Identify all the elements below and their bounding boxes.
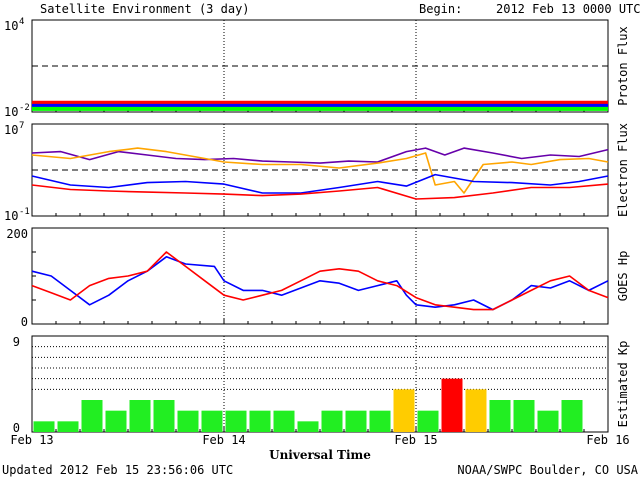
hp-frame xyxy=(31,227,609,325)
y-tick-label: 10 xyxy=(4,19,18,33)
electron-axis-label: Electron Flux xyxy=(616,123,630,217)
y-tick-exponent: -1 xyxy=(19,207,30,217)
kp-bar xyxy=(129,400,151,432)
y-tick-label: 0 xyxy=(21,315,28,329)
source-credit: NOAA/SWPC Boulder, CO USA xyxy=(457,463,638,477)
proton-axis-label: Proton Flux xyxy=(616,26,630,105)
y-tick-label: 200 xyxy=(6,227,28,241)
kp-bar xyxy=(345,410,367,432)
x-axis-title: Universal Time xyxy=(269,448,371,462)
chart-title: Satellite Environment (3 day) xyxy=(40,2,250,16)
y-tick-label: 0 xyxy=(13,421,20,435)
y-tick-label: 10 xyxy=(4,105,18,119)
hp-axis-label: GOES Hp xyxy=(616,251,630,302)
electron-frame xyxy=(31,123,609,217)
y-tick-exponent: -2 xyxy=(19,103,30,113)
kp-bar xyxy=(417,410,439,432)
x-tick-label: Feb 15 xyxy=(394,433,437,447)
blue-series-line xyxy=(31,256,609,311)
orange-series-line xyxy=(31,147,609,194)
y-tick-label: 9 xyxy=(13,335,20,349)
kp-axis-label: Estimated Kp xyxy=(616,341,630,428)
begin-date: 2012 Feb 13 0000 UTC xyxy=(496,2,640,16)
kp-bar xyxy=(57,421,79,432)
chart-footer: Updated 2012 Feb 15 23:56:06 UTC NOAA/SW… xyxy=(2,463,639,477)
red-series-line xyxy=(31,251,609,311)
y-tick-exponent: 7 xyxy=(19,121,24,131)
chart-header: Satellite Environment (3 day) Begin: 201… xyxy=(40,2,640,16)
hp-panel: 200 0 GOES Hp xyxy=(6,227,630,329)
electron-panel: 10 710 -1 Electron Flux xyxy=(4,121,630,223)
kp-bar xyxy=(441,378,463,432)
y-tick-exponent: 4 xyxy=(19,17,24,27)
begin-label: Begin: xyxy=(419,2,462,16)
x-axis: Feb 13 Feb 14 Feb 15 Feb 16 Universal Ti… xyxy=(10,433,629,462)
kp-bar xyxy=(249,410,271,432)
blue-series-line xyxy=(31,173,609,194)
purple-series-line xyxy=(31,147,609,164)
kp-bar xyxy=(465,389,487,432)
kp-bar xyxy=(561,400,583,432)
kp-bar xyxy=(297,421,319,432)
x-tick-label: Feb 16 xyxy=(586,433,629,447)
kp-bar xyxy=(33,421,55,432)
kp-bar xyxy=(225,410,247,432)
kp-bar xyxy=(201,410,223,432)
kp-bar xyxy=(177,410,199,432)
y-tick-label: 10 xyxy=(4,123,18,137)
proton-frame xyxy=(31,19,609,113)
kp-bar xyxy=(81,400,103,432)
kp-bar xyxy=(321,410,343,432)
kp-bar xyxy=(369,410,391,432)
kp-bar xyxy=(273,410,295,432)
kp-bar xyxy=(105,410,127,432)
kp-bar xyxy=(537,410,559,432)
updated-timestamp: Updated 2012 Feb 15 23:56:06 UTC xyxy=(2,463,233,477)
x-tick-label: Feb 14 xyxy=(202,433,245,447)
kp-bar xyxy=(393,389,415,432)
kp-bar xyxy=(489,400,511,432)
kp-bar xyxy=(153,400,175,432)
red-series-line xyxy=(31,183,609,200)
x-tick-label: Feb 13 xyxy=(10,433,53,447)
kp-panel: 9 0 Estimated Kp xyxy=(13,335,630,435)
y-tick-label: 10 xyxy=(4,209,18,223)
kp-bar xyxy=(513,400,535,432)
